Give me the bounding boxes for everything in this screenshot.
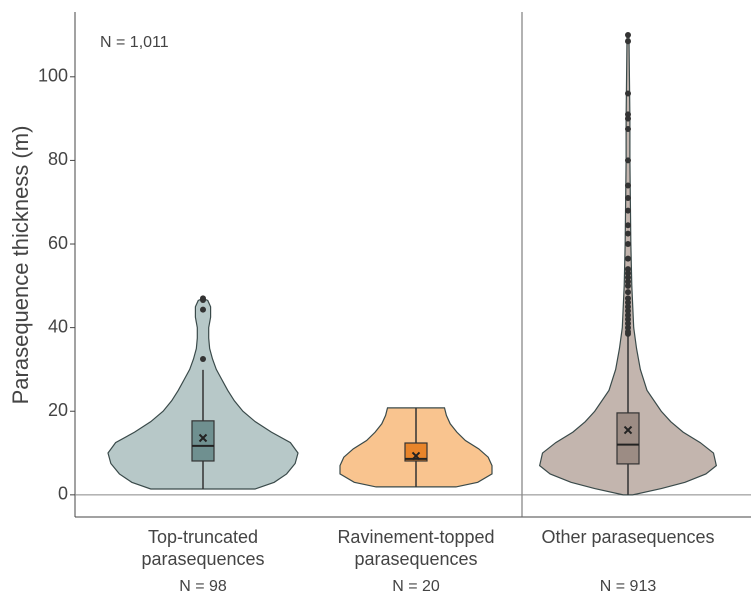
sample-size: N = 98 <box>179 578 227 595</box>
y-axis-label: Parasequence thickness (m) <box>8 126 33 405</box>
outlier <box>625 266 631 273</box>
y-tick-label: 60 <box>48 233 68 253</box>
y-tick-label: 20 <box>48 400 68 420</box>
outlier <box>625 312 631 319</box>
outlier <box>625 299 631 306</box>
outlier <box>625 278 631 285</box>
outlier <box>625 295 631 302</box>
outlier <box>200 306 206 313</box>
outlier <box>625 303 631 310</box>
outlier <box>625 307 631 314</box>
annotation: N = 1,011 <box>100 34 169 51</box>
outlier <box>625 324 631 331</box>
outlier <box>625 274 631 281</box>
outlier <box>625 316 631 323</box>
outlier <box>625 222 631 229</box>
x-tick-label: Other parasequences <box>541 527 715 547</box>
box <box>616 412 640 465</box>
y-tick-label: 100 <box>38 66 68 86</box>
mean-marker <box>411 451 421 461</box>
outlier <box>625 270 631 277</box>
outlier <box>625 115 631 122</box>
x-tick-label: Ravinement-topped parasequences <box>337 527 495 569</box>
mean-marker <box>198 433 208 443</box>
outlier <box>625 195 631 202</box>
outlier <box>625 31 631 38</box>
outlier <box>625 157 631 164</box>
outlier <box>625 90 631 97</box>
outlier <box>625 111 631 118</box>
outlier <box>200 355 206 362</box>
outlier <box>625 289 631 296</box>
sample-size: N = 913 <box>599 578 657 595</box>
box <box>404 442 428 462</box>
outlier <box>625 207 631 214</box>
y-tick-label: 80 <box>48 149 68 169</box>
outlier <box>625 255 631 262</box>
outlier <box>625 282 631 289</box>
outlier <box>625 328 631 335</box>
outlier <box>625 320 631 327</box>
outlier <box>625 126 631 133</box>
x-tick-label: Top-truncated parasequences <box>141 527 265 569</box>
outlier <box>625 241 631 248</box>
y-tick-label: 0 <box>58 484 68 504</box>
outlier <box>625 230 631 237</box>
outlier <box>625 182 631 189</box>
outlier <box>200 295 206 302</box>
outlier <box>625 38 631 45</box>
mean-marker <box>623 425 633 435</box>
y-tick-label: 40 <box>48 316 68 336</box>
sample-size: N = 20 <box>392 578 440 595</box>
box <box>191 420 215 462</box>
